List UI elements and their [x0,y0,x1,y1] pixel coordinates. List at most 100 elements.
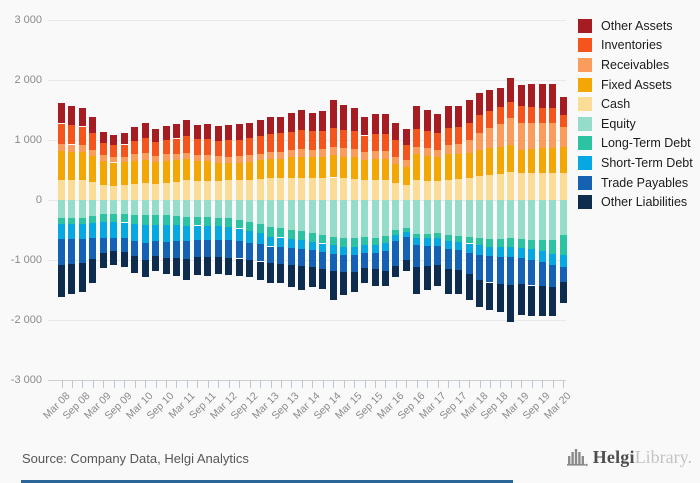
bar-segment-fixed-assets [465,152,473,179]
bar-segment-trade-payables [267,246,274,264]
bar-segment-equity [549,200,557,240]
bottom-accent-bar [21,480,513,483]
bar-segment-equity [476,200,483,239]
bar-segment-receivables [235,156,243,163]
bar-segment-receivables [287,150,295,158]
bar-segment-long-term-debt [340,238,348,247]
bar-segment-other-assets [131,126,139,141]
bar-segment-equity [68,200,76,218]
bar-segment-inventories [319,130,327,150]
bar-segment-fixed-assets [413,154,421,181]
bar-segment-trade-payables [549,265,557,287]
y-axis-tick-label: 0 [35,193,42,206]
bar-segment-equity [99,200,107,215]
bar-segment-cash [329,177,337,200]
x-axis-tick [375,380,376,388]
bar-segment-inventories [507,101,515,119]
bar-segment-receivables [246,155,254,162]
bar-segment-equity [152,200,160,215]
bar-segment-other-assets [193,125,201,140]
bar-segment-long-term-debt [465,237,473,244]
bar-segment-long-term-debt [528,239,536,250]
bar-segment-other-liabilities [528,285,536,316]
bar-segment-fixed-assets [350,157,358,179]
bar-segment-long-term-debt [99,214,107,222]
bar-segment-short-term-debt [402,231,410,237]
bar-segment-short-term-debt [319,243,327,253]
bar-segment-fixed-assets [256,160,264,179]
x-axis-tick [71,380,73,388]
bar-segment-long-term-debt [444,235,452,241]
bar-segment-cash [371,179,379,200]
x-axis-tick [228,380,230,388]
x-axis-tick [166,380,167,388]
legend-label: Fixed Assets [601,77,672,92]
legend-item: Trade Payables [578,173,693,193]
bar-segment-short-term-debt [204,225,212,241]
bar-segment-equity [58,200,65,219]
bar-segment-cash [308,178,316,200]
bar-segment-short-term-debt [193,225,201,241]
bar-segment-long-term-debt [58,218,65,224]
bar-segment-inventories [99,142,107,156]
bar-segment-receivables [267,151,274,159]
bar-segment-other-assets [235,124,243,140]
bar-segment-short-term-debt [152,224,160,242]
y-axis-tick-label: -1 000 [10,253,42,266]
legend-swatch-icon [578,195,592,210]
bar-segment-short-term-debt [120,222,128,239]
bar-segment-other-liabilities [131,256,139,274]
bar-segment-other-liabilities [486,282,494,310]
bar-segment-receivables [131,154,139,161]
bar-segment-fixed-assets [214,162,222,181]
bar-segment-equity [110,200,118,215]
bar-segment-receivables [78,145,86,153]
bar-segment-other-liabilities [538,285,546,316]
bar-segment-short-term-debt [162,224,170,242]
bar-segment-other-assets [423,110,431,131]
bar-segment-short-term-debt [99,221,107,239]
bar-segment-other-liabilities [141,260,149,277]
bar-segment-long-term-debt [486,239,494,247]
bar-segment-receivables [58,143,65,151]
x-axis-tick [249,380,251,388]
bar-segment-trade-payables [559,266,567,282]
bar-segment-fixed-assets [110,162,118,186]
bar-segment-receivables [204,154,212,162]
x-axis-tick [458,380,460,388]
bar-segment-trade-payables [465,252,473,275]
y-axis-tick-label: -2 000 [10,313,42,326]
bar-segment-inventories [538,107,546,124]
legend-swatch-icon [578,18,592,33]
bar-segment-long-term-debt [434,233,442,239]
bar-segment-other-assets [465,100,473,123]
bar-segment-cash [528,173,536,200]
bar-segment-receivables [392,156,400,164]
bar-segment-other-liabilities [340,271,348,295]
x-axis-tick [103,380,105,388]
bar-segment-equity [267,200,274,227]
bar-segment-short-term-debt [225,226,233,240]
bar-segment-short-term-debt [371,245,379,254]
bar-segment-other-assets [444,106,452,128]
bar-segment-receivables [340,148,348,157]
bar-segment-equity [214,200,222,218]
legend-item: Long-Term Debt [578,134,693,154]
bar-segment-trade-payables [131,241,139,257]
bar-segment-short-term-debt [496,247,504,257]
bar-segment-receivables [329,146,337,156]
bar-segment-cash [162,182,170,200]
bar-segment-trade-payables [214,240,222,258]
x-axis-tick [364,380,366,388]
x-axis-tick [416,380,418,388]
bar-segment-inventories [361,135,369,153]
bar-segment-other-assets [517,85,525,107]
bar-segment-other-liabilities [559,281,567,304]
bar-segment-inventories [496,107,504,124]
bar-segment-other-liabilities [277,263,285,284]
bar-segment-long-term-debt [141,215,149,225]
bar-segment-receivables [507,118,515,146]
bar-segment-other-liabilities [423,266,431,290]
bar-segment-short-term-debt [214,226,222,241]
bar-segment-receivables [528,123,536,149]
